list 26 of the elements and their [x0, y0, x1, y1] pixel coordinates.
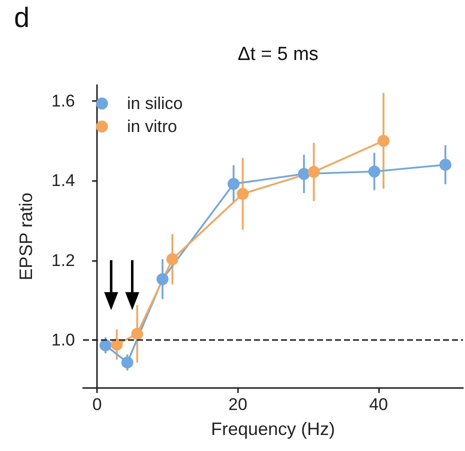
- legend-label: in vitro: [127, 117, 178, 136]
- x-tick-label: 40: [369, 395, 388, 414]
- y-tick-label: 1.6: [51, 91, 75, 110]
- y-axis-title: EPSP ratio: [16, 192, 36, 280]
- point: [439, 158, 452, 171]
- point: [166, 253, 178, 266]
- y-tick-label: 1.2: [51, 250, 75, 270]
- y-tick-label: 1.0: [51, 330, 75, 350]
- point: [298, 168, 310, 180]
- point: [236, 188, 249, 200]
- x-tick-label: 20: [228, 395, 248, 414]
- point: [228, 178, 240, 190]
- x-axis-title: Frequency (Hz): [210, 419, 336, 439]
- chart-title: Δt = 5 ms: [238, 44, 318, 65]
- point: [100, 339, 112, 352]
- point: [121, 356, 134, 368]
- text: d: [14, 2, 30, 34]
- point: [110, 338, 123, 351]
- point: [377, 134, 390, 147]
- point: [368, 166, 380, 178]
- point: [156, 273, 169, 286]
- legend-label: in silico: [127, 94, 183, 113]
- point: [308, 166, 320, 178]
- point: [131, 328, 144, 340]
- y-tick-label: 1.4: [51, 171, 75, 190]
- x-tick-label: 0: [92, 395, 102, 414]
